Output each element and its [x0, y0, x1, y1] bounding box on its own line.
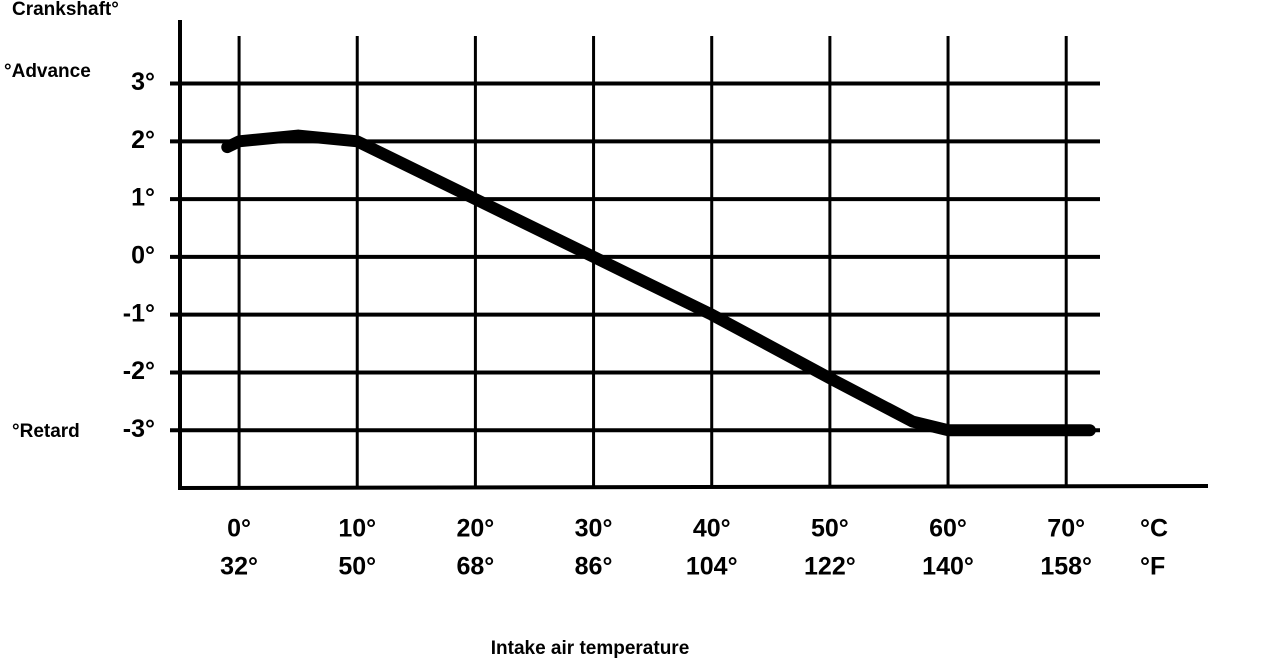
- x-tick-label: 40°: [693, 515, 731, 543]
- y-tick-label: 0°: [131, 241, 155, 269]
- x2-tick-label: 104°: [686, 553, 738, 581]
- x2-tick-label: 68°: [456, 553, 494, 581]
- data-line: [221, 129, 1096, 437]
- y-tick-label: -2°: [123, 357, 155, 385]
- x-axis: [177, 484, 1209, 490]
- x-tick-label: 20°: [456, 515, 494, 543]
- y-tick-label: -3°: [123, 415, 155, 443]
- x-tick-label: 0°: [227, 515, 251, 543]
- x2-unit: °F: [1140, 553, 1165, 581]
- y-label-advance: °Advance: [4, 61, 91, 82]
- y-tick-label: 2°: [131, 126, 155, 154]
- y-tick-label: -1°: [123, 299, 155, 327]
- x2-tick-label: 140°: [922, 553, 974, 581]
- x2-tick-label: 122°: [804, 553, 856, 581]
- y-tick-label: 1°: [131, 184, 155, 212]
- x-tick-label: 70°: [1047, 515, 1085, 543]
- y-tick-label: 3°: [131, 68, 155, 96]
- x-unit: °C: [1140, 515, 1168, 543]
- y-label-top: Crankshaft°: [12, 0, 119, 20]
- x-tick-label: 10°: [338, 515, 376, 543]
- x-tick-label: 50°: [811, 515, 849, 543]
- x2-tick-label: 50°: [338, 553, 376, 581]
- x-axis-label: Intake air temperature: [491, 638, 690, 659]
- y-label-retard: °Retard: [12, 421, 80, 442]
- x2-tick-label: 86°: [575, 553, 613, 581]
- x-tick-label: 30°: [575, 515, 613, 543]
- x2-tick-label: 158°: [1040, 553, 1092, 581]
- x-tick-label: 60°: [929, 515, 967, 543]
- x2-tick-label: 32°: [220, 553, 258, 581]
